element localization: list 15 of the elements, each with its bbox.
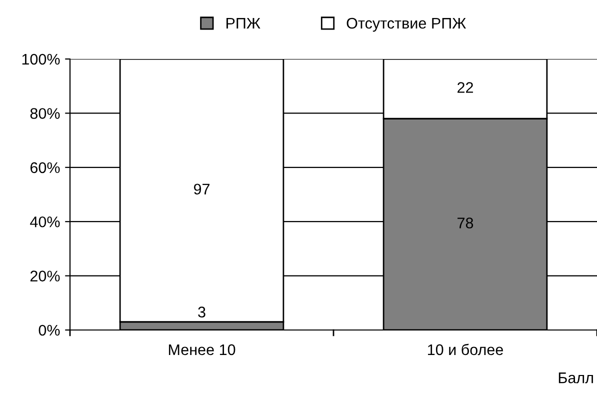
data-label: 97 [194,184,210,195]
y-tick-label: 100% [22,54,60,65]
y-tick-label: 80% [30,108,60,119]
x-axis-title: Балл [558,372,593,384]
x-tick-label: 10 и более [428,344,503,356]
data-label: 78 [458,218,474,228]
x-tick-label: Менее 10 [168,344,236,356]
legend-label: РПЖ [226,18,260,29]
y-tick-label: 40% [30,216,60,228]
data-label: 3 [198,306,206,318]
legend-label: Отсутствие РПЖ [346,18,466,32]
y-tick-label: 20% [30,270,60,282]
y-tick-label: 0% [38,324,60,336]
y-tick-label: 60% [30,162,60,174]
data-label: 22 [458,82,473,93]
